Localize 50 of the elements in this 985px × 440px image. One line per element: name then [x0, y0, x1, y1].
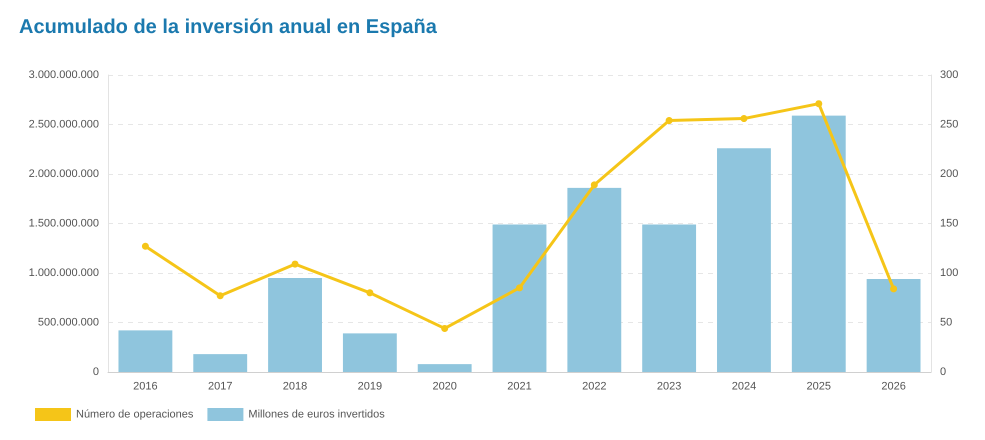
bar	[792, 116, 846, 372]
y-tick-label: 500.000.000	[38, 316, 99, 328]
chart-title: Acumulado de la inversión anual en España	[19, 16, 438, 38]
x-tick-label: 2024	[732, 380, 756, 392]
x-tick-label: 2018	[282, 380, 308, 392]
legend-label: Millones de euros invertidos	[248, 408, 386, 420]
bar	[642, 224, 696, 372]
y-tick-label: 2.000.000.000	[28, 168, 99, 180]
bar	[418, 364, 472, 372]
point	[590, 181, 598, 188]
y2-tick-label: 50	[940, 316, 952, 328]
point	[216, 292, 224, 300]
y2-tick-label: 150	[940, 218, 958, 230]
y-tick-label: 0	[92, 366, 99, 378]
point	[890, 285, 898, 292]
point	[142, 242, 149, 250]
bar	[492, 224, 546, 372]
point	[292, 260, 299, 268]
x-tick-label: 2019	[358, 380, 382, 392]
x-tick-label: 2025	[806, 380, 832, 392]
y-tick-label: 1.500.000.000	[28, 218, 99, 230]
x-tick-label: 2022	[582, 380, 607, 392]
bar	[717, 148, 771, 372]
y2-tick-label: 300	[940, 69, 958, 81]
bar	[567, 188, 622, 372]
bar	[342, 333, 397, 372]
bar	[193, 354, 248, 372]
y2-tick-label: 250	[940, 118, 958, 130]
bar	[866, 278, 921, 372]
point	[740, 115, 748, 122]
x-tick-label: 2021	[507, 380, 532, 392]
point	[815, 100, 822, 108]
x-tick-label: 2026	[881, 380, 906, 392]
y-tick-label: 3.000.000.000	[28, 69, 99, 81]
x-tick-label: 2017	[208, 380, 232, 392]
point	[666, 117, 673, 124]
y2-tick-label: 100	[940, 267, 958, 279]
point	[516, 284, 523, 292]
point	[441, 324, 448, 332]
y2-tick-label: 200	[940, 168, 958, 180]
x-tick-label: 2016	[133, 380, 158, 392]
x-tick-label: 2023	[656, 380, 682, 392]
x-tick-label: 2020	[432, 380, 457, 392]
legend-label: Número de operaciones	[76, 408, 194, 420]
y-tick-label: 2.500.000.000	[28, 118, 99, 130]
y-tick-label: 1.000.000.000	[28, 267, 99, 279]
bar	[118, 330, 172, 372]
bar	[268, 278, 322, 372]
point	[366, 289, 374, 296]
y2-tick-label: 0	[940, 366, 946, 378]
